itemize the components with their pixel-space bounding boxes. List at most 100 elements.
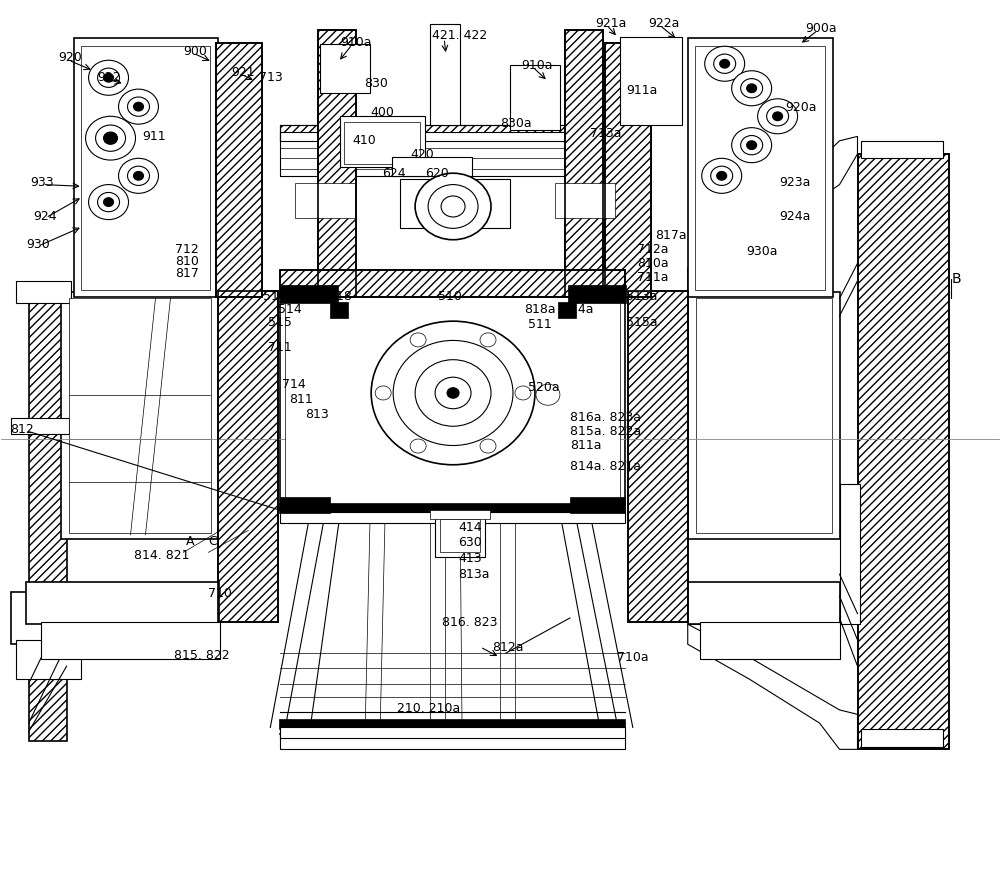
- Circle shape: [98, 68, 120, 88]
- Bar: [510, 65, 560, 131]
- Bar: [16, 640, 81, 680]
- Bar: [400, 179, 510, 228]
- Bar: [430, 510, 490, 519]
- Text: 714: 714: [282, 378, 306, 391]
- Circle shape: [371, 321, 535, 465]
- Text: 510: 510: [438, 290, 462, 303]
- Bar: [344, 122, 420, 163]
- Text: 817a: 817a: [655, 229, 686, 242]
- Text: C: C: [208, 535, 217, 548]
- Bar: [558, 302, 576, 317]
- Bar: [325, 50, 363, 89]
- Circle shape: [720, 60, 730, 68]
- Bar: [628, 291, 688, 623]
- Text: 413: 413: [458, 552, 482, 565]
- Bar: [285, 296, 620, 506]
- Text: 900a: 900a: [806, 22, 837, 35]
- Text: 520a: 520a: [528, 381, 560, 395]
- Text: 711a: 711a: [637, 271, 668, 284]
- Bar: [29, 285, 67, 740]
- Text: 713: 713: [259, 71, 283, 84]
- Text: 910a: 910a: [340, 36, 372, 49]
- Circle shape: [741, 136, 763, 155]
- Bar: [11, 418, 69, 434]
- Bar: [435, 513, 485, 557]
- Bar: [320, 45, 370, 93]
- Text: 813: 813: [305, 409, 329, 421]
- Text: 930a: 930a: [747, 245, 778, 258]
- Circle shape: [104, 74, 114, 82]
- Circle shape: [104, 132, 118, 145]
- Text: 624: 624: [382, 167, 406, 180]
- Circle shape: [702, 159, 742, 193]
- Text: 710: 710: [208, 587, 232, 600]
- Bar: [515, 71, 553, 126]
- Bar: [840, 484, 860, 624]
- Text: 830a: 830a: [500, 117, 532, 130]
- Bar: [861, 729, 943, 746]
- Text: 922: 922: [98, 71, 121, 84]
- Text: 811a: 811a: [570, 439, 601, 452]
- Text: 911: 911: [142, 130, 166, 143]
- Circle shape: [96, 125, 126, 152]
- Bar: [570, 497, 625, 513]
- Bar: [330, 302, 348, 317]
- Circle shape: [747, 84, 757, 93]
- Bar: [280, 270, 625, 296]
- Bar: [216, 43, 262, 296]
- Bar: [688, 39, 833, 296]
- Text: 813a: 813a: [458, 567, 490, 581]
- Circle shape: [441, 196, 465, 217]
- Text: 830: 830: [364, 77, 388, 90]
- Bar: [280, 733, 625, 749]
- Text: 816. 823: 816. 823: [442, 616, 498, 629]
- Text: 420: 420: [410, 148, 434, 161]
- Text: 515: 515: [268, 317, 292, 330]
- Bar: [700, 623, 840, 660]
- Text: 421. 422: 421. 422: [432, 29, 487, 42]
- Bar: [688, 582, 840, 624]
- Text: 922a: 922a: [648, 17, 679, 30]
- Bar: [605, 43, 651, 296]
- Bar: [568, 285, 626, 303]
- Bar: [440, 519, 480, 553]
- Circle shape: [711, 166, 733, 185]
- Bar: [555, 182, 615, 217]
- Circle shape: [732, 71, 772, 106]
- Circle shape: [428, 184, 478, 228]
- Circle shape: [447, 388, 459, 398]
- Circle shape: [714, 54, 736, 74]
- PathPatch shape: [688, 137, 858, 291]
- Text: 414: 414: [458, 521, 482, 534]
- Text: 814a. 821a: 814a. 821a: [570, 460, 641, 473]
- Bar: [440, 519, 480, 553]
- Circle shape: [89, 61, 129, 96]
- Text: 816a. 823a: 816a. 823a: [570, 411, 641, 424]
- Text: 930: 930: [27, 238, 50, 251]
- Circle shape: [89, 184, 129, 219]
- Text: 920a: 920a: [786, 101, 817, 114]
- Bar: [858, 154, 949, 749]
- Text: 210. 210a: 210. 210a: [397, 702, 460, 715]
- Text: 810: 810: [175, 255, 199, 268]
- Bar: [861, 141, 943, 159]
- Bar: [280, 497, 330, 513]
- Bar: [218, 291, 278, 623]
- Circle shape: [747, 141, 757, 150]
- Circle shape: [119, 89, 158, 125]
- Circle shape: [119, 159, 158, 193]
- Bar: [69, 298, 211, 533]
- Bar: [344, 122, 420, 163]
- Text: 710a: 710a: [617, 651, 648, 664]
- Circle shape: [410, 439, 426, 453]
- Bar: [625, 44, 675, 121]
- Text: 515a: 515a: [626, 317, 657, 330]
- Text: A: A: [185, 535, 194, 548]
- Bar: [280, 125, 625, 141]
- Text: 921: 921: [231, 66, 255, 79]
- Circle shape: [732, 128, 772, 162]
- Circle shape: [415, 360, 491, 426]
- Bar: [280, 270, 625, 296]
- Bar: [280, 720, 625, 729]
- Bar: [605, 43, 651, 296]
